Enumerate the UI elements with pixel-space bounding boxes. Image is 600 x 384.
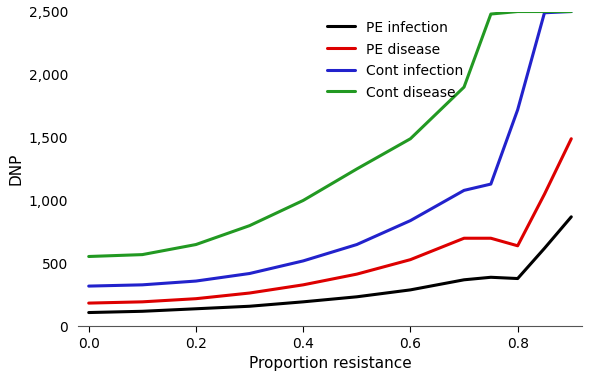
Line: Cont disease: Cont disease bbox=[89, 12, 571, 257]
PE infection bbox=[139, 309, 146, 314]
Cont disease bbox=[541, 9, 548, 14]
Cont infection bbox=[407, 218, 414, 223]
PE disease bbox=[85, 301, 92, 305]
Cont disease bbox=[139, 252, 146, 257]
PE infection bbox=[193, 306, 200, 311]
Cont infection bbox=[193, 279, 200, 283]
Cont disease bbox=[568, 9, 575, 14]
PE disease bbox=[139, 300, 146, 304]
PE disease bbox=[541, 192, 548, 197]
Cont infection bbox=[246, 271, 253, 276]
Cont infection bbox=[514, 108, 521, 112]
PE infection bbox=[514, 276, 521, 281]
Cont disease bbox=[85, 254, 92, 259]
Cont disease bbox=[460, 85, 467, 89]
Cont disease bbox=[407, 136, 414, 141]
Cont infection bbox=[487, 182, 494, 186]
PE infection bbox=[85, 310, 92, 315]
Cont disease bbox=[487, 12, 494, 17]
PE infection bbox=[460, 278, 467, 282]
Cont infection bbox=[353, 242, 361, 247]
PE infection bbox=[407, 288, 414, 292]
PE infection bbox=[487, 275, 494, 280]
PE infection bbox=[353, 295, 361, 299]
Cont disease bbox=[246, 223, 253, 228]
Line: PE infection: PE infection bbox=[89, 217, 571, 313]
PE disease bbox=[353, 272, 361, 276]
PE disease bbox=[193, 296, 200, 301]
Cont infection bbox=[460, 188, 467, 193]
PE disease bbox=[407, 257, 414, 262]
X-axis label: Proportion resistance: Proportion resistance bbox=[248, 356, 412, 371]
PE disease bbox=[246, 291, 253, 295]
Cont disease bbox=[299, 198, 307, 203]
PE infection bbox=[299, 300, 307, 304]
PE infection bbox=[246, 304, 253, 309]
Cont infection bbox=[299, 258, 307, 263]
PE disease bbox=[568, 136, 575, 141]
PE infection bbox=[568, 215, 575, 219]
PE disease bbox=[299, 283, 307, 287]
PE infection bbox=[541, 246, 548, 251]
Line: PE disease: PE disease bbox=[89, 139, 571, 303]
Cont disease bbox=[514, 9, 521, 14]
Cont infection bbox=[568, 9, 575, 14]
Cont infection bbox=[85, 284, 92, 288]
Cont infection bbox=[139, 283, 146, 287]
Line: Cont infection: Cont infection bbox=[89, 12, 571, 286]
PE disease bbox=[514, 243, 521, 248]
Y-axis label: DNP: DNP bbox=[8, 153, 23, 185]
PE disease bbox=[487, 236, 494, 240]
Cont disease bbox=[353, 167, 361, 171]
Legend: PE infection, PE disease, Cont infection, Cont disease: PE infection, PE disease, Cont infection… bbox=[322, 15, 469, 105]
Cont disease bbox=[193, 242, 200, 247]
Cont infection bbox=[541, 10, 548, 15]
PE disease bbox=[460, 236, 467, 240]
